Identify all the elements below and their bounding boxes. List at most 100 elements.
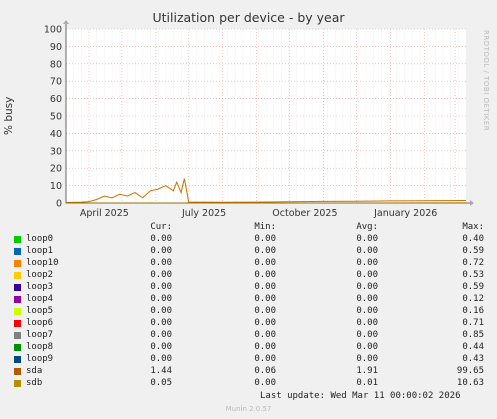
legend-row-loop7: loop7 0.00 0.00 0.00 0.85: [0, 330, 497, 341]
legend-value-avg: 0.00: [356, 354, 378, 364]
legend-swatch: [14, 356, 21, 363]
legend-series-name: loop6: [26, 318, 54, 328]
legend-row-loop0: loop0 0.00 0.00 0.00 0.40: [0, 234, 497, 245]
legend-series-name: loop10: [26, 258, 59, 268]
legend-row-loop4: loop4 0.00 0.00 0.00 0.12: [0, 294, 497, 305]
legend-value-min: 0.00: [254, 270, 276, 280]
legend-value-min: 0.00: [254, 282, 276, 292]
legend-header-cur: Cur:: [150, 222, 172, 232]
legend-value-cur: 0.00: [150, 270, 172, 280]
legend-series-name: loop9: [26, 354, 54, 364]
legend-swatch: [14, 344, 21, 351]
legend-value-max: 0.44: [462, 342, 484, 352]
legend-value-max: 0.59: [462, 282, 484, 292]
legend-swatch: [14, 260, 21, 267]
legend-value-max: 0.43: [462, 354, 484, 364]
legend-row-loop6: loop6 0.00 0.00 0.00 0.71: [0, 318, 497, 329]
legend-series-name: loop8: [26, 342, 54, 352]
legend-value-min: 0.00: [254, 246, 276, 256]
legend-swatch: [14, 332, 21, 339]
legend-value-avg: 0.00: [356, 246, 378, 256]
y-tick-label: 30: [50, 146, 62, 157]
legend-row-loop10: loop10 0.00 0.00 0.00 0.72: [0, 258, 497, 269]
legend-value-avg: 0.00: [356, 318, 378, 328]
legend-row-loop9: loop9 0.00 0.00 0.00 0.43: [0, 354, 497, 365]
chart-title: Utilization per device - by year: [152, 10, 345, 25]
legend-series-name: sdb: [26, 378, 43, 388]
legend-series-name: loop2: [26, 270, 54, 280]
legend-series-name: loop7: [26, 330, 54, 340]
legend-value-max: 0.53: [462, 270, 484, 280]
y-tick-label: 40: [50, 129, 62, 140]
legend-swatch: [14, 380, 21, 387]
legend-value-min: 0.00: [254, 378, 276, 388]
y-tick-label: 100: [44, 25, 62, 36]
legend-value-cur: 0.00: [150, 318, 172, 328]
legend-value-max: 99.65: [456, 366, 484, 376]
legend-row-loop1: loop1 0.00 0.00 0.00 0.59: [0, 246, 497, 257]
legend-series-name: loop3: [26, 282, 54, 292]
legend-series-name: loop5: [26, 306, 54, 316]
legend-value-cur: 0.00: [150, 258, 172, 268]
legend-value-avg: 1.91: [356, 366, 378, 376]
x-tick-label: October 2025: [272, 208, 337, 219]
legend-swatch: [14, 296, 21, 303]
legend-row-loop3: loop3 0.00 0.00 0.00 0.59: [0, 282, 497, 293]
legend-row-loop8: loop8 0.00 0.00 0.00 0.44: [0, 342, 497, 353]
x-tick-label: July 2025: [181, 208, 226, 219]
legend-value-min: 0.00: [254, 234, 276, 244]
legend-value-min: 0.00: [254, 294, 276, 304]
legend-header-avg: Avg:: [356, 222, 378, 232]
legend-value-avg: 0.00: [356, 330, 378, 340]
legend-value-max: 0.72: [462, 258, 484, 268]
legend-value-max: 0.71: [462, 318, 484, 328]
legend-value-min: 0.00: [254, 318, 276, 328]
legend-value-cur: 0.00: [150, 282, 172, 292]
legend-swatch: [14, 236, 21, 243]
legend-swatch: [14, 308, 21, 315]
legend-swatch: [14, 284, 21, 291]
legend-value-avg: 0.00: [356, 270, 378, 280]
legend-value-min: 0.00: [254, 330, 276, 340]
legend-value-max: 0.85: [462, 330, 484, 340]
y-tick-label: 90: [50, 42, 62, 53]
y-tick-label: 50: [50, 112, 62, 123]
legend-value-min: 0.00: [254, 354, 276, 364]
y-tick-label: 20: [50, 164, 62, 175]
legend-series-name: loop1: [26, 246, 54, 256]
legend-value-avg: 0.00: [356, 306, 378, 316]
legend-value-min: 0.00: [254, 342, 276, 352]
legend-value-cur: 0.00: [150, 354, 172, 364]
legend-value-avg: 0.00: [356, 294, 378, 304]
legend-series-name: loop4: [26, 294, 54, 304]
legend-value-avg: 0.00: [356, 234, 378, 244]
x-axis-arrow: [470, 200, 474, 206]
legend-swatch: [14, 272, 21, 279]
legend-value-cur: 0.05: [150, 378, 172, 388]
legend-value-min: 0.06: [254, 366, 276, 376]
y-tick-label: 70: [50, 77, 62, 88]
legend-value-cur: 0.00: [150, 330, 172, 340]
legend-value-min: 0.00: [254, 258, 276, 268]
last-update: Last update: Wed Mar 11 00:00:02 2026: [260, 391, 461, 401]
legend-row-loop2: loop2 0.00 0.00 0.00 0.53: [0, 270, 497, 281]
legend-row-loop5: loop5 0.00 0.00 0.00 0.16: [0, 306, 497, 317]
x-tick-label: January 2026: [373, 208, 437, 219]
munin-version: Munin 2.0.57: [225, 405, 272, 413]
legend-swatch: [14, 248, 21, 255]
plot-area: 0 10 20 30 40 50 60 70 80 90 100 April 2025 July 202…: [44, 20, 474, 219]
legend-value-avg: 0.00: [356, 282, 378, 292]
legend-row-sdb: sdb 0.05 0.00 0.01 10.63: [0, 378, 497, 389]
y-tick-label: 0: [56, 199, 62, 210]
legend-value-cur: 0.00: [150, 234, 172, 244]
legend-header-min: Min:: [254, 222, 276, 232]
legend-value-min: 0.00: [254, 306, 276, 316]
legend-value-max: 10.63: [456, 378, 484, 388]
legend-value-max: 0.16: [462, 306, 484, 316]
legend-value-avg: 0.01: [356, 378, 378, 388]
legend-value-avg: 0.00: [356, 342, 378, 352]
y-tick-label: 10: [50, 181, 62, 192]
legend-value-avg: 0.00: [356, 258, 378, 268]
legend-swatch: [14, 368, 21, 375]
legend-value-cur: 0.00: [150, 246, 172, 256]
